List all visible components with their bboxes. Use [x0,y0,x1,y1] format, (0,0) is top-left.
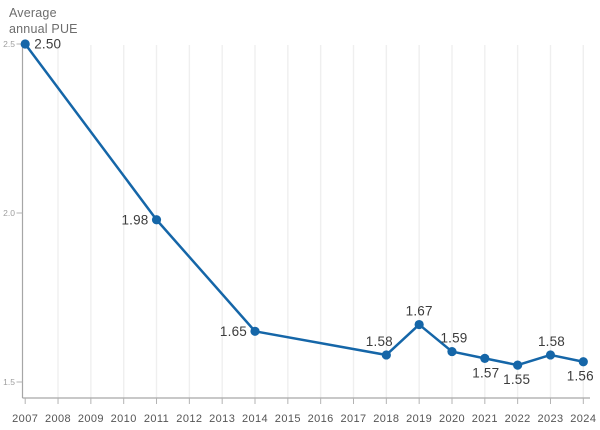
x-tick-label: 2012 [176,413,202,425]
y-tick-label: 2.5 [3,39,15,49]
data-point [447,346,457,357]
x-tick-label: 2018 [373,413,399,425]
x-tick-label: 2023 [537,413,563,425]
data-point [151,215,162,225]
data-point-label: 1.59 [440,331,467,346]
x-tick-label: 2009 [78,413,104,425]
x-tick-label: 2008 [45,413,71,425]
x-tick-label: 2024 [570,413,596,425]
y-axis-ticks: 2.5 2.0 1.5 [3,39,23,387]
data-point [480,353,490,363]
data-point-label: 1.98 [121,212,148,227]
data-point-label: 1.67 [406,304,433,319]
gridlines [57,45,585,398]
x-tick-label: 2011 [144,413,169,425]
x-tick-label: 2017 [340,413,366,425]
x-tick-label: 2016 [308,413,334,425]
data-point-label: 1.56 [567,369,594,384]
x-axis-ticks: 2007 2008 2009 2010 2011 2012 2013 2014 2015 2016… [12,398,596,425]
x-tick-label: 2020 [439,413,465,425]
x-tick-label: 2021 [472,413,498,425]
data-point-label: 1.65 [220,324,247,339]
x-tick-label: 2010 [111,413,137,425]
x-tick-label: 2007 [12,413,38,425]
data-point [381,350,391,360]
data-point-label: 1.57 [472,365,499,380]
data-point [250,326,260,336]
x-tick-label: 2022 [505,413,531,425]
data-point [414,319,424,330]
data-point-labels: 2.50 1.98 1.65 1.58 1.67 1.59 1.57 1.55 1.58 1.56 [34,37,594,388]
x-tick-label: 2019 [406,413,432,425]
data-point [578,357,588,367]
data-point-label: 2.50 [34,37,61,52]
data-point-label: 1.55 [503,372,530,387]
data-point [513,360,523,370]
x-tick-label: 2015 [275,413,301,425]
data-point-label: 1.58 [538,334,565,349]
y-tick-label: 1.5 [3,377,15,387]
data-point-label: 1.58 [366,334,393,349]
y-tick-label: 2.0 [3,208,15,218]
data-point [20,39,30,49]
data-point [545,350,556,360]
x-tick-label: 2014 [242,413,268,425]
data-line [23,42,585,367]
x-tick-label: 2013 [209,413,235,425]
data-points [20,39,588,370]
chart-title: Average annual PUE [9,6,78,36]
